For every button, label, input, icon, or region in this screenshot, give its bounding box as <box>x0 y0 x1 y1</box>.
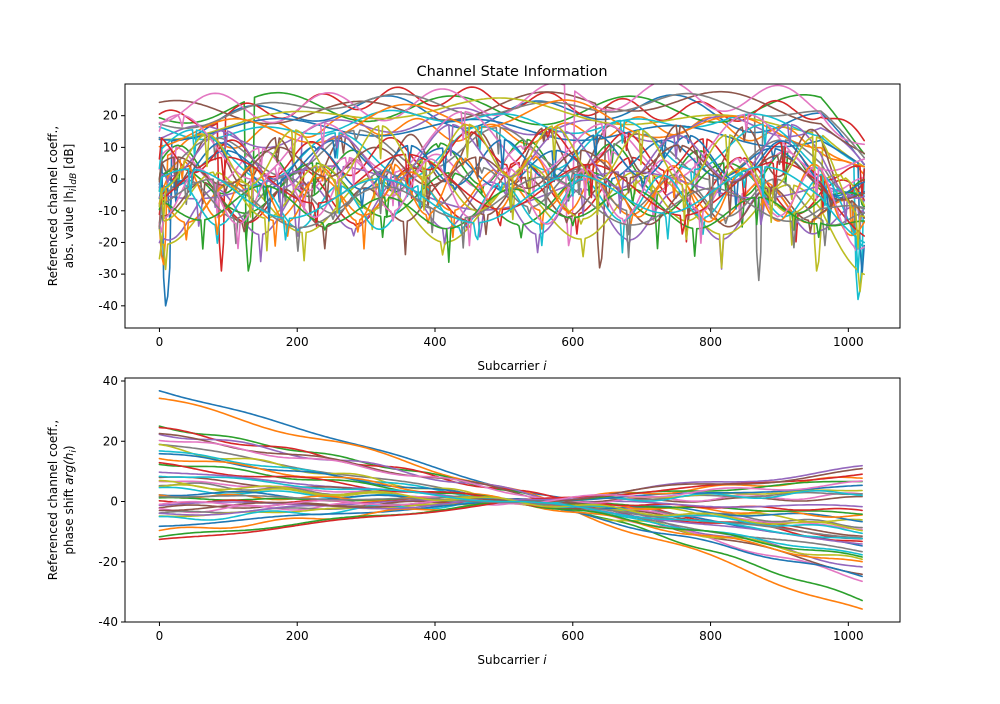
phase-y-axis-label: Referenced channel coeff., phase shift a… <box>46 420 79 580</box>
phase-x-axis-label-text: Subcarrier <box>477 653 539 667</box>
chart-title: Channel State Information <box>416 64 607 80</box>
magnitude-series-group <box>158 84 865 307</box>
magnitude-y-axis-label: Referenced channel coeff., abs. value |h… <box>46 126 79 286</box>
magnitude-series-line <box>158 123 865 249</box>
magnitude-subplot: Channel State Information 0 200 400 600 800 1… <box>46 64 901 373</box>
phase-y-label-part-a: phase shift <box>62 485 76 555</box>
magnitude-y-tick-label: -30 <box>98 267 118 281</box>
magnitude-x-axis-label-text: Subcarrier <box>477 359 539 373</box>
phase-x-axis-label: Subcarrier i <box>477 653 547 667</box>
phase-x-tick-label: 200 <box>286 629 309 643</box>
phase-y-tick-label: -20 <box>98 555 118 569</box>
magnitude-y-tick-label: -10 <box>98 204 118 218</box>
magnitude-y-label-sub-i: i <box>69 188 79 191</box>
magnitude-y-axis-label-line2: abs. value |hi|dB [dB] <box>62 144 79 269</box>
magnitude-y-axis-label-line1: Referenced channel coeff., <box>46 126 60 286</box>
phase-subplot: 0 200 400 600 800 1000 -40 -20 0 20 40 Subcarrier… <box>46 374 901 667</box>
phase-y-axis-label-line1: Referenced channel coeff., <box>46 420 60 580</box>
phase-y-axis-label-line2: phase shift arg(hi) <box>62 445 79 554</box>
phase-series-line <box>158 479 863 532</box>
phase-y-label-sub-i: i <box>69 450 79 453</box>
phase-series-line <box>158 439 863 583</box>
phase-x-ticks: 0 200 400 600 800 1000 <box>156 622 864 643</box>
phase-x-axis-label-var: i <box>543 653 547 667</box>
magnitude-x-tick-label: 800 <box>699 335 722 349</box>
phase-y-tick-label: -40 <box>98 615 118 629</box>
magnitude-x-tick-label: 200 <box>286 335 309 349</box>
phase-series-line <box>158 432 863 576</box>
magnitude-series-line <box>158 99 865 168</box>
phase-y-tick-label: 0 <box>110 495 118 509</box>
magnitude-series-line <box>158 92 865 282</box>
phase-series-group <box>158 390 863 610</box>
magnitude-x-tick-label: 0 <box>156 335 164 349</box>
phase-y-tick-label: 20 <box>103 434 118 448</box>
magnitude-series-line <box>158 117 865 275</box>
magnitude-series-line <box>158 109 865 301</box>
phase-x-tick-label: 800 <box>699 629 722 643</box>
magnitude-y-ticks: -40 -30 -20 -10 0 10 20 <box>98 109 125 313</box>
magnitude-y-label-unit: [dB] <box>62 144 76 173</box>
phase-x-tick-label: 1000 <box>833 629 864 643</box>
magnitude-y-label-bar: | <box>62 185 76 189</box>
magnitude-series-line <box>158 157 865 252</box>
magnitude-series-line <box>158 166 865 274</box>
magnitude-x-tick-label: 600 <box>561 335 584 349</box>
phase-axes-frame <box>124 377 901 623</box>
magnitude-axes-frame <box>124 83 901 329</box>
phase-x-tick-label: 400 <box>424 629 447 643</box>
magnitude-series-line <box>158 110 865 207</box>
magnitude-series-line <box>158 168 865 250</box>
magnitude-y-label-sub-db: dB <box>69 173 79 185</box>
phase-y-tick-label: 40 <box>103 374 118 388</box>
phase-series-line <box>158 494 863 539</box>
phase-y-label-arg: arg(h <box>62 453 76 485</box>
magnitude-y-tick-label: 10 <box>103 140 118 154</box>
magnitude-y-label-part-a: abs. value |h <box>62 191 76 268</box>
phase-y-label-close: ) <box>62 445 76 450</box>
magnitude-y-tick-label: -40 <box>98 299 118 313</box>
phase-x-tick-label: 0 <box>156 629 164 643</box>
magnitude-x-axis-label-var: i <box>543 359 547 373</box>
magnitude-series-line <box>158 123 865 224</box>
magnitude-y-tick-label: -20 <box>98 235 118 249</box>
magnitude-x-tick-label: 1000 <box>833 335 864 349</box>
phase-y-ticks: -40 -20 0 20 40 <box>98 374 125 629</box>
magnitude-x-tick-label: 400 <box>424 335 447 349</box>
phase-series-line <box>158 475 863 540</box>
phase-x-tick-label: 600 <box>561 629 584 643</box>
magnitude-y-tick-label: 20 <box>103 109 118 123</box>
phase-series-line <box>158 480 863 507</box>
magnitude-y-tick-label: 0 <box>110 172 118 186</box>
magnitude-x-axis-label: Subcarrier i <box>477 359 547 373</box>
magnitude-series-line <box>158 90 865 269</box>
magnitude-x-ticks: 0 200 400 600 800 1000 <box>156 328 864 349</box>
